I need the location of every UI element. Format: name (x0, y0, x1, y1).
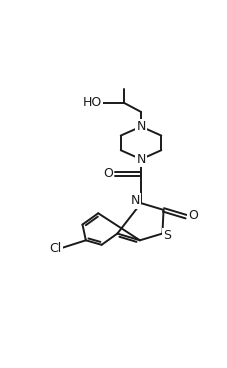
Text: Cl: Cl (49, 242, 61, 255)
Text: HO: HO (82, 96, 101, 109)
Text: N: N (130, 194, 139, 208)
Text: O: O (103, 167, 112, 180)
Text: N: N (136, 153, 145, 166)
Text: N: N (136, 120, 145, 133)
Text: O: O (187, 209, 197, 222)
Text: S: S (163, 229, 171, 242)
